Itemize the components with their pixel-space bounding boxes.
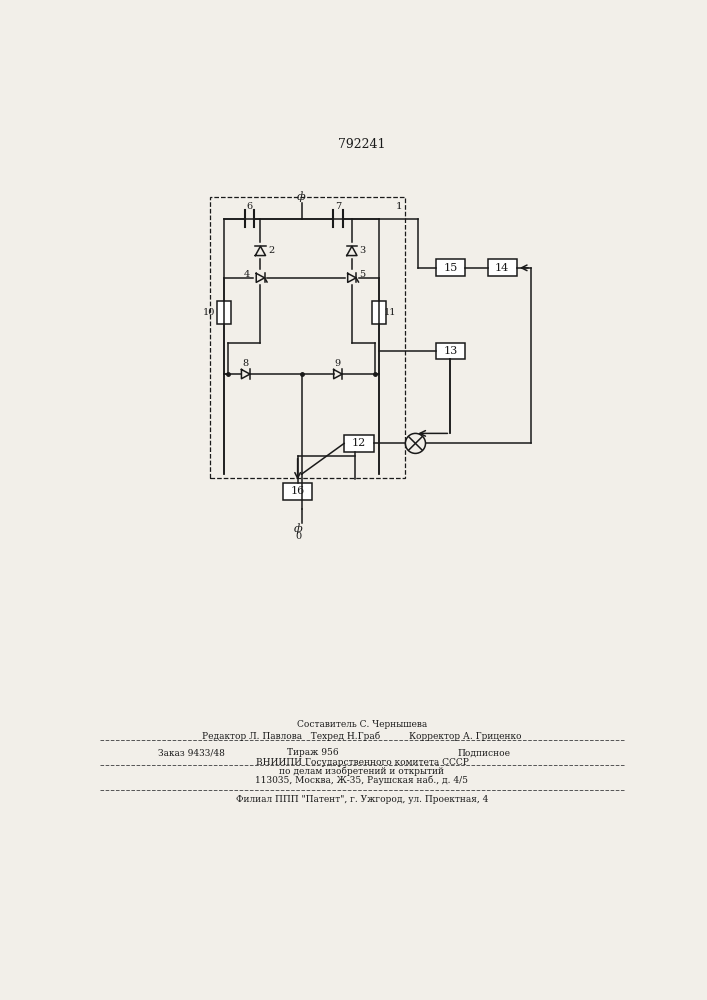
Text: Редактор Л. Павлова   Техред Н.Граб          Корректор А. Гриценко: Редактор Л. Павлова Техред Н.Граб Коррек… [202,731,522,741]
Text: 16: 16 [291,486,305,496]
Text: Составитель С. Чернышева: Составитель С. Чернышева [297,720,427,729]
Text: 14: 14 [495,263,509,273]
Text: 0: 0 [296,532,301,541]
Text: 11: 11 [384,308,396,317]
Bar [344,435,373,452]
Text: 10: 10 [202,308,215,317]
Text: по делам изобретений и открытий: по делам изобретений и открытий [279,767,445,776]
Text: ВНИИПИ Государственного комитета СССР: ВНИИПИ Государственного комитета СССР [255,758,469,767]
Text: 8: 8 [243,359,249,368]
Text: 3: 3 [360,246,366,255]
Text: Заказ 9433/48: Заказ 9433/48 [158,748,225,757]
Text: 15: 15 [443,263,457,273]
Text: 792241: 792241 [338,138,386,151]
Bar [210,197,404,478]
Bar [283,483,312,500]
Bar [436,343,465,359]
Text: 9: 9 [335,359,341,368]
Text: Подписное: Подписное [457,748,510,757]
Text: 2: 2 [268,246,274,255]
Text: Филиал ППП "Патент", г. Ужгород, ул. Проектная, 4: Филиал ППП "Патент", г. Ужгород, ул. Про… [235,795,488,804]
Text: 1: 1 [396,202,402,211]
Bar [436,259,465,276]
Text: 4: 4 [243,270,250,279]
Text: 12: 12 [351,438,366,448]
Text: 6: 6 [247,202,252,211]
Text: Тираж 956: Тираж 956 [287,748,339,757]
Bar [217,301,231,324]
Bar [488,259,517,276]
Text: 7: 7 [335,202,341,211]
Text: ф: ф [294,523,303,534]
Text: 13: 13 [443,346,457,356]
Text: ф: ф [297,192,306,202]
Text: 5: 5 [360,270,366,279]
Bar [372,301,386,324]
Text: 113035, Москва, Ж-35, Раушская наб., д. 4/5: 113035, Москва, Ж-35, Раушская наб., д. … [255,776,469,785]
